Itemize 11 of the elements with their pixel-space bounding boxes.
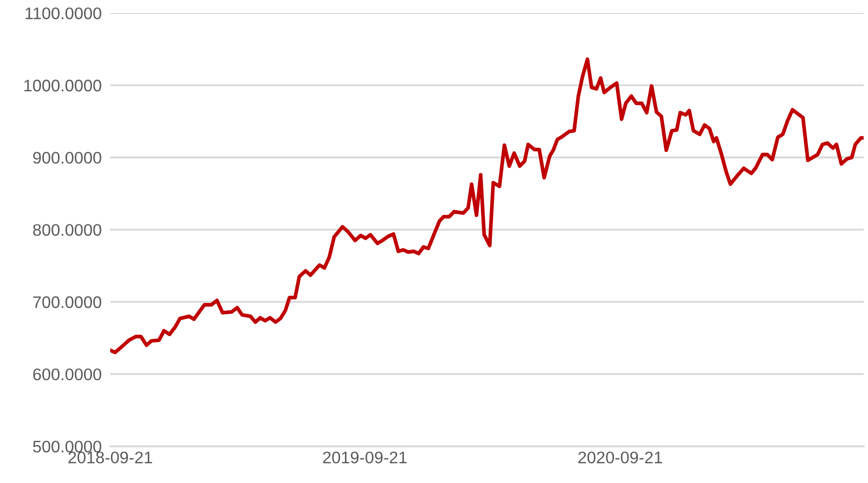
x-tick-label: 2020-09-21 [578,452,662,464]
y-tick-label: 1100.0000 [26,7,102,20]
y-tick-label: 800.0000 [33,224,102,236]
y-tick-label: 600.0000 [33,368,102,380]
y-tick-label: 1000.0000 [24,80,102,92]
y-tick-label: 900.0000 [33,152,102,164]
line-series [110,57,864,354]
y-tick-label: 700.0000 [33,296,102,308]
y-tick-label: 500.0000 [33,440,102,452]
x-tick-label: 2019-09-21 [323,452,407,464]
x-tick-label: 2018-09-21 [68,452,152,464]
